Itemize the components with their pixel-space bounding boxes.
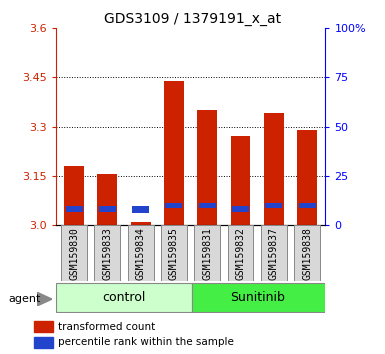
FancyBboxPatch shape <box>194 225 220 281</box>
Bar <box>231 136 251 225</box>
FancyBboxPatch shape <box>128 225 154 281</box>
FancyBboxPatch shape <box>261 225 287 281</box>
Bar <box>34 321 53 332</box>
Text: Sunitinib: Sunitinib <box>230 291 285 304</box>
Text: GSM159834: GSM159834 <box>136 227 146 280</box>
Bar <box>298 202 316 209</box>
Text: GDS3109 / 1379191_x_at: GDS3109 / 1379191_x_at <box>104 12 281 27</box>
Text: agent: agent <box>8 294 41 304</box>
Bar <box>99 206 116 212</box>
Bar <box>97 174 117 225</box>
Text: GSM159835: GSM159835 <box>169 227 179 280</box>
Bar <box>199 202 216 209</box>
Text: GSM159837: GSM159837 <box>269 227 279 280</box>
FancyBboxPatch shape <box>161 225 187 281</box>
Text: GSM159832: GSM159832 <box>236 227 246 280</box>
Text: control: control <box>102 291 146 304</box>
FancyBboxPatch shape <box>228 225 253 281</box>
Text: GSM159831: GSM159831 <box>202 227 212 280</box>
Bar <box>164 81 184 225</box>
Bar <box>297 130 317 225</box>
Bar <box>64 166 84 225</box>
Polygon shape <box>37 292 52 306</box>
Text: GSM159830: GSM159830 <box>69 227 79 280</box>
FancyBboxPatch shape <box>61 225 87 281</box>
FancyBboxPatch shape <box>56 283 192 312</box>
Text: percentile rank within the sample: percentile rank within the sample <box>58 337 234 348</box>
Bar <box>132 206 149 213</box>
Text: transformed count: transformed count <box>58 321 155 332</box>
Bar <box>34 337 53 348</box>
Bar <box>131 222 151 225</box>
Bar <box>197 110 217 225</box>
FancyBboxPatch shape <box>94 225 121 281</box>
Bar <box>264 114 284 225</box>
Text: GSM159833: GSM159833 <box>102 227 112 280</box>
Bar <box>265 202 282 209</box>
Text: GSM159838: GSM159838 <box>302 227 312 280</box>
Bar <box>65 206 83 212</box>
FancyBboxPatch shape <box>294 225 320 281</box>
Bar <box>166 202 182 209</box>
Bar <box>232 206 249 212</box>
FancyBboxPatch shape <box>192 283 325 312</box>
